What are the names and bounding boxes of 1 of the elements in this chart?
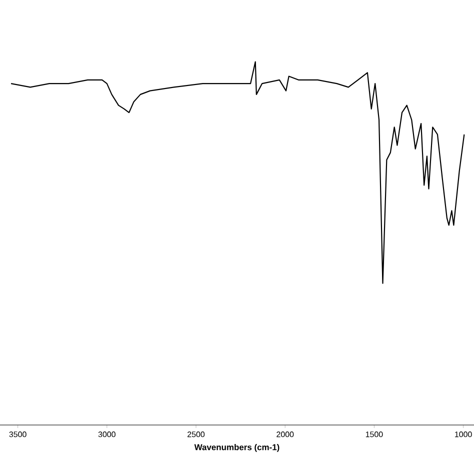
- x-axis-title: Wavenumbers (cm-1): [194, 444, 280, 452]
